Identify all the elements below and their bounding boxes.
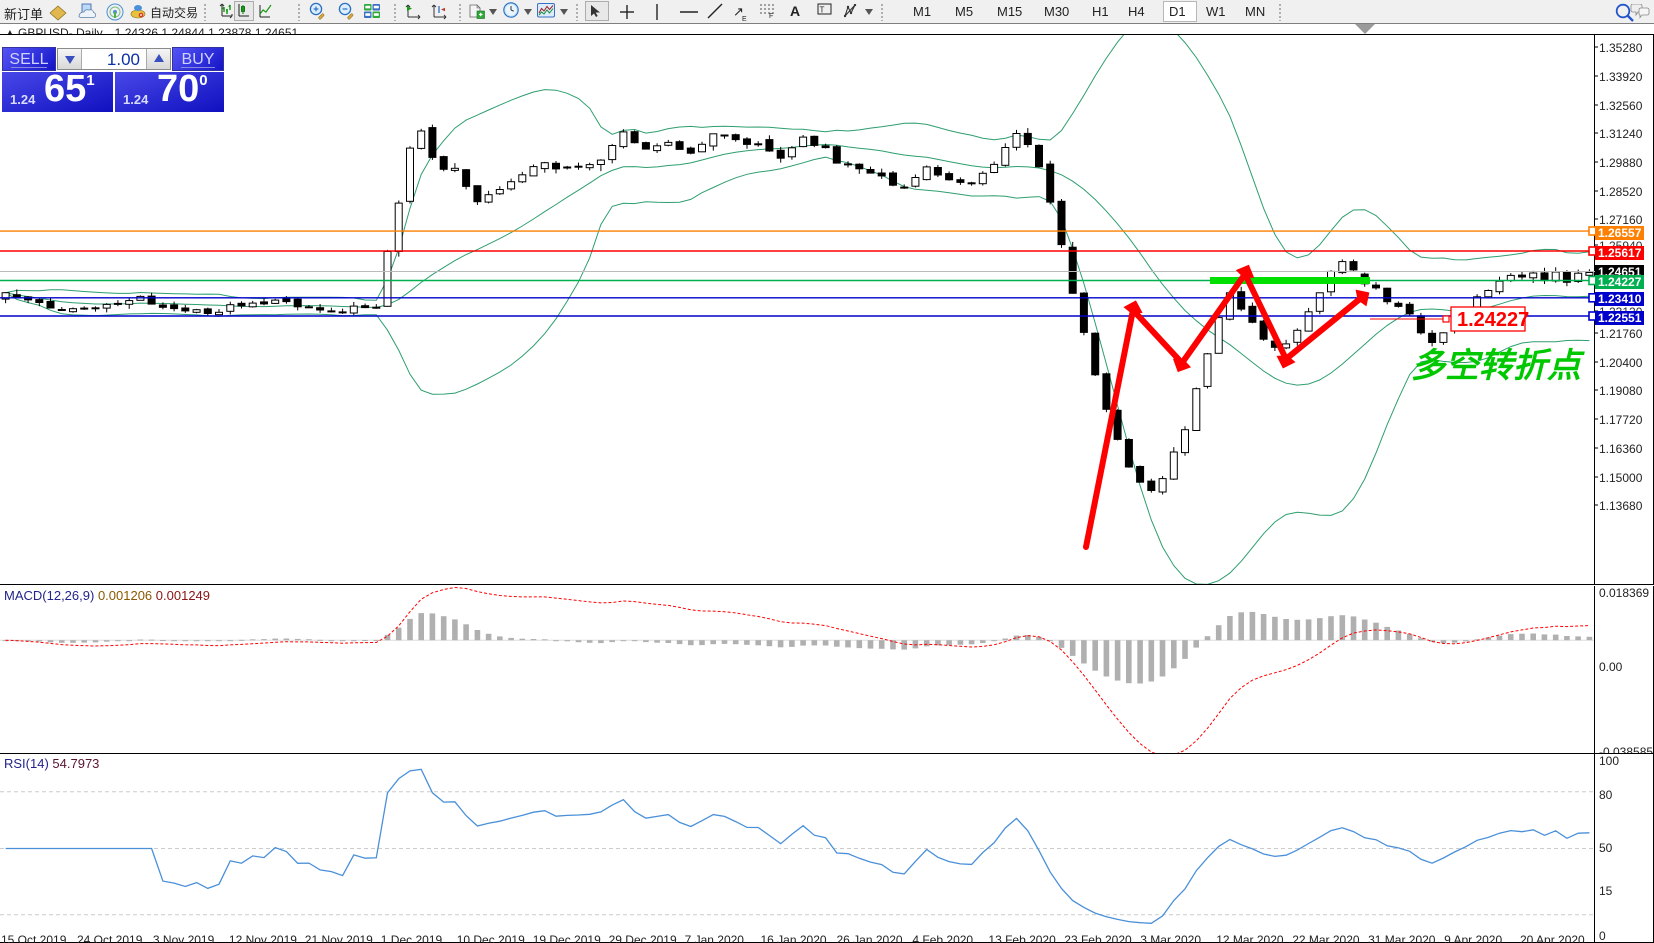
svg-text:T: T (820, 6, 825, 15)
svg-text:E: E (742, 16, 747, 22)
svg-text:1.24227: 1.24227 (1457, 309, 1529, 331)
svg-text:F: F (769, 13, 773, 18)
svg-text:多空转折点: 多空转折点 (1411, 347, 1585, 385)
